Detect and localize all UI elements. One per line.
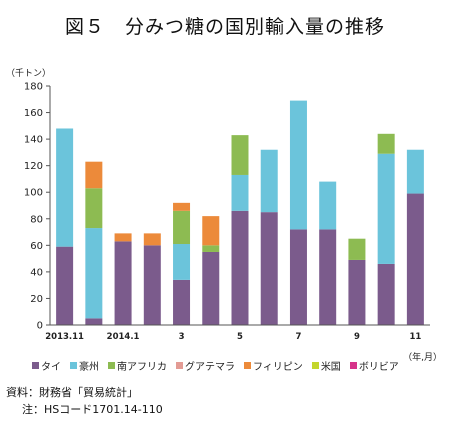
bar-segment bbox=[56, 246, 74, 325]
bar-segment bbox=[85, 228, 103, 319]
y-tick-label: 20 bbox=[30, 294, 43, 305]
y-tick-label: 140 bbox=[24, 135, 43, 146]
bar-segment bbox=[202, 251, 220, 325]
bar-segment bbox=[56, 128, 74, 247]
bar-segment bbox=[377, 133, 395, 154]
y-tick-label: 60 bbox=[30, 241, 43, 252]
bar-segment bbox=[173, 279, 191, 325]
bar-segment bbox=[348, 259, 366, 325]
x-tick-label: 2014.1 bbox=[107, 332, 140, 342]
bar-segment bbox=[406, 193, 424, 325]
chart-title: 図５ 分みつ糖の国別輸入量の推移 bbox=[64, 16, 385, 38]
bar-segment bbox=[143, 233, 161, 246]
y-tick-label: 40 bbox=[30, 267, 43, 278]
x-tick-label: 9 bbox=[354, 332, 360, 342]
legend-label: 米国 bbox=[320, 362, 341, 373]
legend-label: タイ bbox=[41, 362, 61, 373]
x-tick-label: 2013.11 bbox=[45, 332, 84, 342]
x-axis-unit-label: （年,月） bbox=[403, 353, 442, 363]
legend-label: 南アフリカ bbox=[117, 362, 167, 373]
legend-label: ボリビア bbox=[358, 362, 399, 373]
legend-swatch bbox=[176, 362, 183, 369]
legend-item: フィリピン bbox=[244, 358, 303, 373]
legend-item: グアテマラ bbox=[176, 358, 235, 373]
legend-swatch bbox=[311, 362, 319, 369]
bar-segment bbox=[289, 229, 307, 325]
legend-label: 豪州 bbox=[79, 362, 99, 373]
bar-segment bbox=[231, 135, 249, 175]
legend-label: フィリピン bbox=[253, 362, 303, 373]
y-tick-label: 0 bbox=[37, 321, 43, 332]
legend-item: 米国 bbox=[311, 358, 341, 373]
legend-item: タイ bbox=[32, 358, 61, 373]
x-tick-label: 11 bbox=[409, 332, 421, 342]
legend-swatch bbox=[32, 362, 39, 369]
x-tick-label: 5 bbox=[237, 332, 243, 342]
bar-segment bbox=[231, 174, 249, 211]
legend-item: 豪州 bbox=[70, 358, 99, 373]
bar-segment bbox=[85, 318, 103, 325]
bar-segment bbox=[260, 149, 278, 213]
legend-swatch bbox=[108, 362, 115, 369]
legend-swatch bbox=[349, 362, 357, 369]
bar-segment bbox=[114, 233, 132, 242]
bar-segment bbox=[289, 100, 307, 230]
bar-segment bbox=[173, 202, 191, 211]
y-axis-unit-label: （千トン） bbox=[6, 69, 52, 79]
source-note: 資料：財務省「貿易統計」 bbox=[6, 386, 138, 399]
bar-segment bbox=[114, 241, 132, 325]
x-tick-label: 3 bbox=[179, 332, 185, 342]
bar-segment bbox=[377, 263, 395, 325]
bar-segment bbox=[377, 153, 395, 264]
bar-segment bbox=[319, 181, 337, 230]
bar-segment bbox=[202, 245, 220, 252]
bar-segment bbox=[173, 210, 191, 245]
y-tick-label: 180 bbox=[24, 82, 43, 93]
chart-notes: 資料：財務省「貿易統計」 注：HSコード1701.14-110 bbox=[6, 384, 163, 418]
y-tick-label: 80 bbox=[30, 214, 43, 225]
x-tick-label: 7 bbox=[296, 332, 302, 342]
legend-item: 南アフリカ bbox=[108, 358, 167, 373]
bar-segment bbox=[85, 161, 103, 189]
bar-segment bbox=[143, 245, 161, 325]
bar-segment bbox=[173, 244, 191, 280]
y-tick-label: 160 bbox=[24, 108, 43, 119]
bar-segment bbox=[406, 149, 424, 194]
bar-segment bbox=[260, 212, 278, 325]
bar-segment bbox=[85, 188, 103, 229]
bar-segment bbox=[319, 229, 337, 325]
y-tick-label: 100 bbox=[24, 188, 43, 199]
legend-item: ボリビア bbox=[349, 358, 399, 373]
legend-swatch bbox=[70, 362, 77, 369]
y-tick-label: 120 bbox=[24, 161, 43, 172]
legend-label: グアテマラ bbox=[185, 362, 235, 373]
bar-segment bbox=[231, 210, 249, 325]
legend-swatch bbox=[244, 362, 251, 369]
hs-code-note: 注：HSコード1701.14-110 bbox=[22, 403, 163, 416]
bar-segment bbox=[348, 238, 366, 260]
chart-legend: タイ 豪州 南アフリカ グアテマラ フィリピン 米国 ボリビア bbox=[32, 358, 399, 373]
bar-segment bbox=[202, 216, 220, 246]
